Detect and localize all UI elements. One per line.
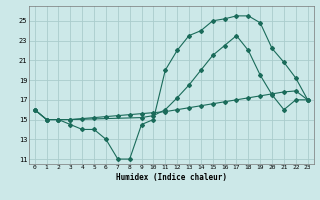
X-axis label: Humidex (Indice chaleur): Humidex (Indice chaleur) [116,173,227,182]
